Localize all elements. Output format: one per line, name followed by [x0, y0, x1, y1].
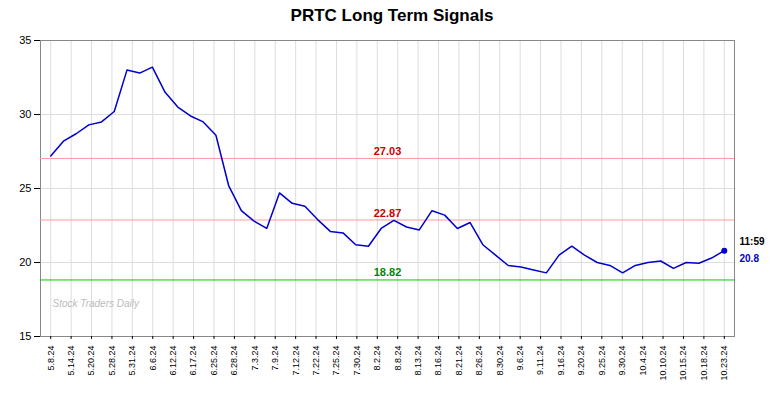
svg-text:8.16.24: 8.16.24	[433, 346, 443, 376]
svg-text:7.30.24: 7.30.24	[352, 346, 362, 376]
html-text:PRTC Long Term Signals: PRTC Long Term Signals	[290, 6, 494, 25]
svg-text:8.26.24: 8.26.24	[474, 346, 484, 376]
svg-text:10.23.24: 10.23.24	[719, 346, 729, 381]
svg-text:6.25.24: 6.25.24	[209, 346, 219, 376]
svg-text:20: 20	[19, 256, 31, 268]
svg-text:8.21.24: 8.21.24	[454, 346, 464, 376]
svg-text:5.8.24: 5.8.24	[46, 346, 56, 371]
svg-text:5.20.24: 5.20.24	[86, 346, 96, 376]
svg-text:22.87: 22.87	[374, 207, 402, 219]
svg-text:6.6.24: 6.6.24	[148, 346, 158, 371]
svg-text:10.15.24: 10.15.24	[678, 346, 688, 381]
svg-text:9.11.24: 9.11.24	[535, 346, 545, 375]
svg-text:9.30.24: 9.30.24	[617, 346, 627, 376]
svg-text:35: 35	[19, 34, 31, 46]
svg-text:5.28.24: 5.28.24	[107, 346, 117, 376]
svg-text:7.25.24: 7.25.24	[331, 346, 341, 376]
svg-text:20.8: 20.8	[740, 253, 760, 264]
svg-text:6.28.24: 6.28.24	[229, 346, 239, 376]
svg-text:9.16.24: 9.16.24	[556, 346, 566, 376]
svg-text:11:59: 11:59	[740, 236, 765, 247]
svg-text:6.17.24: 6.17.24	[188, 346, 198, 376]
svg-text:7.3.24: 7.3.24	[250, 346, 260, 371]
svg-text:8.2.24: 8.2.24	[372, 346, 382, 371]
svg-text:9.20.24: 9.20.24	[576, 346, 586, 376]
svg-text:6.12.24: 6.12.24	[168, 346, 178, 376]
svg-text:8.30.24: 8.30.24	[495, 346, 505, 376]
svg-text:10.4.24: 10.4.24	[638, 346, 648, 376]
svg-text:18.82: 18.82	[374, 266, 402, 278]
svg-text:5.14.24: 5.14.24	[66, 346, 76, 376]
svg-text:5.31.24: 5.31.24	[127, 346, 137, 376]
svg-text:27.03: 27.03	[374, 145, 402, 157]
svg-text:Stock Traders Daily: Stock Traders Daily	[53, 298, 141, 309]
svg-text:30: 30	[19, 108, 31, 120]
svg-text:25: 25	[19, 182, 31, 194]
svg-text:8.8.24: 8.8.24	[393, 346, 403, 371]
svg-text:10.10.24: 10.10.24	[658, 346, 668, 381]
svg-text:7.12.24: 7.12.24	[291, 346, 301, 376]
svg-text:7.9.24: 7.9.24	[270, 346, 280, 371]
svg-text:10.18.24: 10.18.24	[699, 346, 709, 381]
svg-text:9.6.24: 9.6.24	[515, 346, 525, 371]
svg-text:8.13.24: 8.13.24	[413, 346, 423, 376]
svg-text:9.25.24: 9.25.24	[597, 346, 607, 376]
svg-text:7.22.24: 7.22.24	[311, 346, 321, 376]
svg-text:15: 15	[19, 330, 31, 342]
